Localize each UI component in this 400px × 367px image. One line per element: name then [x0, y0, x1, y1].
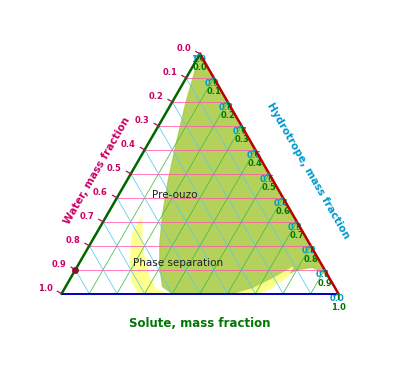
- Text: 0.9: 0.9: [205, 79, 220, 88]
- Text: 0.0: 0.0: [329, 294, 344, 304]
- Text: 0.1: 0.1: [206, 87, 221, 96]
- Text: Solute, mass fraction: Solute, mass fraction: [129, 317, 271, 330]
- Text: 0.8: 0.8: [303, 255, 318, 264]
- Text: Hydrotrope, mass fraction: Hydrotrope, mass fraction: [265, 101, 351, 241]
- Text: 0.0: 0.0: [176, 44, 191, 53]
- Text: 1.0: 1.0: [191, 55, 206, 64]
- Text: 0.3: 0.3: [234, 135, 249, 144]
- Text: 0.7: 0.7: [290, 231, 304, 240]
- Text: 0.3: 0.3: [288, 222, 302, 232]
- Text: 1.0: 1.0: [38, 284, 52, 293]
- Polygon shape: [160, 54, 338, 294]
- Polygon shape: [131, 217, 293, 294]
- Text: 0.6: 0.6: [246, 150, 261, 160]
- Text: Water, mass fraction: Water, mass fraction: [63, 116, 132, 226]
- Text: 0.7: 0.7: [79, 212, 94, 221]
- Text: 0.5: 0.5: [262, 183, 277, 192]
- Text: 0.8: 0.8: [218, 103, 233, 112]
- Text: 0.1: 0.1: [316, 270, 330, 279]
- Text: 0.7: 0.7: [232, 127, 247, 136]
- Text: 0.2: 0.2: [148, 92, 163, 101]
- Text: Phase separation: Phase separation: [133, 258, 223, 268]
- Text: 0.4: 0.4: [248, 159, 263, 168]
- Text: 0.4: 0.4: [274, 199, 289, 208]
- Text: 0.1: 0.1: [162, 68, 177, 77]
- Text: 0.6: 0.6: [93, 188, 108, 197]
- Text: 0.2: 0.2: [302, 247, 316, 255]
- Text: 0.2: 0.2: [220, 111, 235, 120]
- Text: Pre-ouzo: Pre-ouzo: [152, 190, 198, 200]
- Text: 0.5: 0.5: [107, 164, 122, 173]
- Text: 0.9: 0.9: [52, 260, 66, 269]
- Text: 0.3: 0.3: [135, 116, 149, 125]
- Text: 0.8: 0.8: [66, 236, 80, 245]
- Text: 1.0: 1.0: [331, 303, 346, 312]
- Text: 0.9: 0.9: [317, 279, 332, 288]
- Text: 0.5: 0.5: [260, 175, 275, 184]
- Text: 0.0: 0.0: [193, 63, 207, 72]
- Text: 0.6: 0.6: [276, 207, 290, 216]
- Text: 0.4: 0.4: [121, 140, 136, 149]
